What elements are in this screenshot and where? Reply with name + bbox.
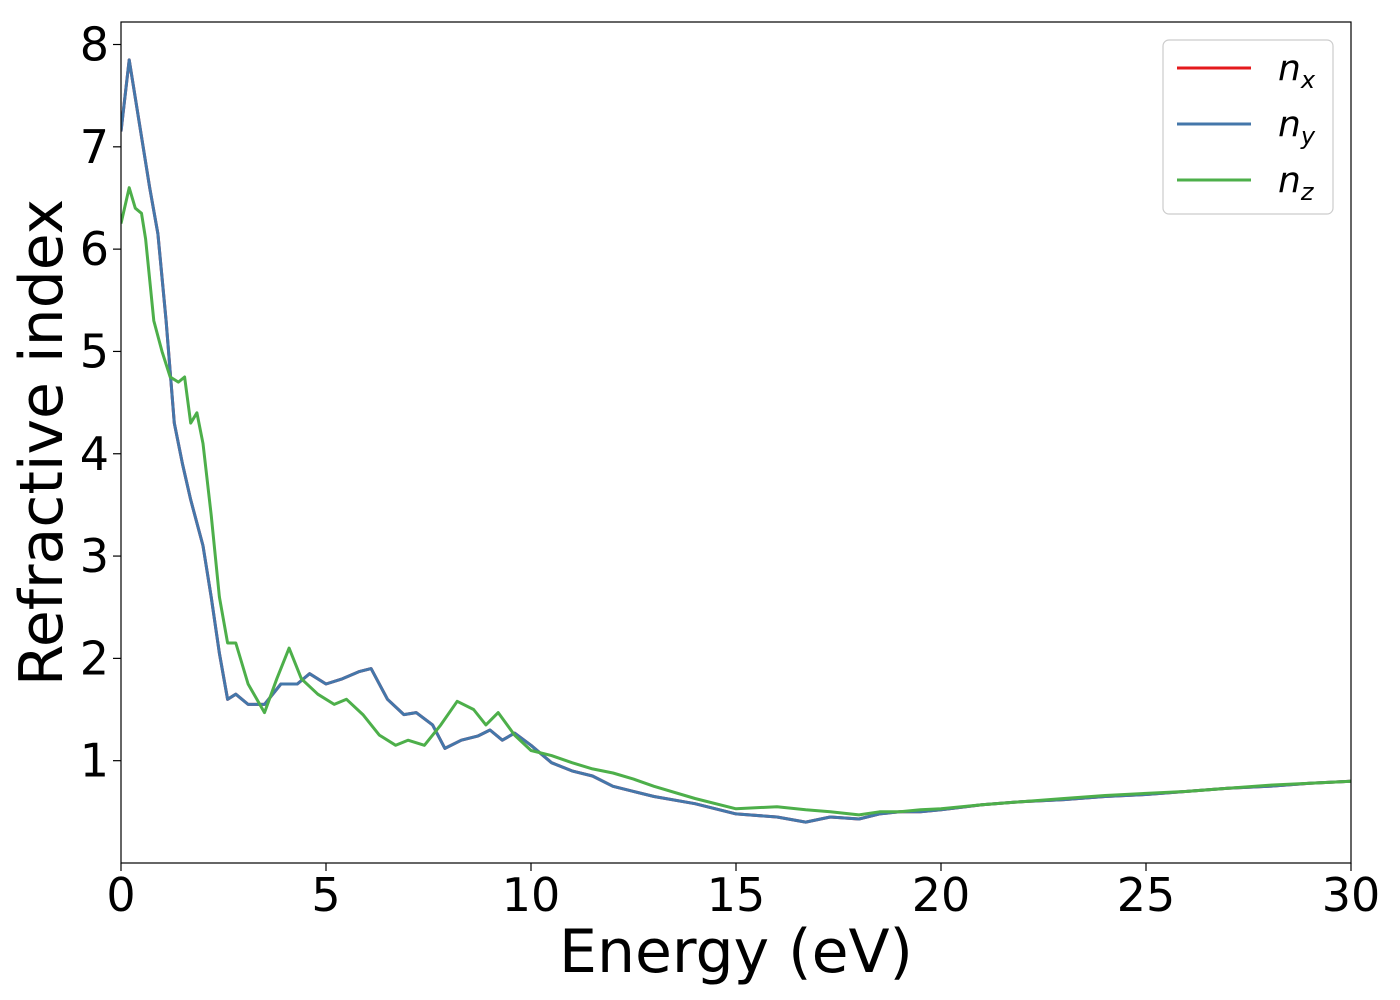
y-tick-label: 5 [80, 324, 109, 378]
plot-lines [121, 58, 1351, 824]
x-tick-label: 30 [1322, 868, 1381, 922]
y-axis-ticks: 1 2 3 4 5 6 7 8 [80, 18, 121, 788]
y-tick-label: 2 [80, 631, 109, 685]
y-tick-label: 7 [80, 120, 109, 174]
y-axis-label: Refractive index [7, 199, 77, 686]
x-tick-label: 10 [502, 868, 561, 922]
series-line-nz [121, 186, 1351, 817]
x-tick-label: 0 [106, 868, 135, 922]
x-axis-label: Energy (eV) [559, 917, 913, 987]
x-tick-label: 25 [1117, 868, 1176, 922]
y-tick-label: 1 [80, 734, 109, 788]
y-tick-label: 4 [80, 427, 109, 481]
x-tick-label: 15 [707, 868, 766, 922]
y-tick-label: 6 [80, 222, 109, 276]
x-tick-label: 5 [311, 868, 340, 922]
legend-box [1162, 39, 1334, 215]
x-axis-ticks: 0 5 10 15 20 25 30 [106, 863, 1380, 922]
y-tick-label: 8 [80, 18, 109, 72]
y-tick-label: 3 [80, 529, 109, 583]
x-tick-label: 20 [912, 868, 971, 922]
